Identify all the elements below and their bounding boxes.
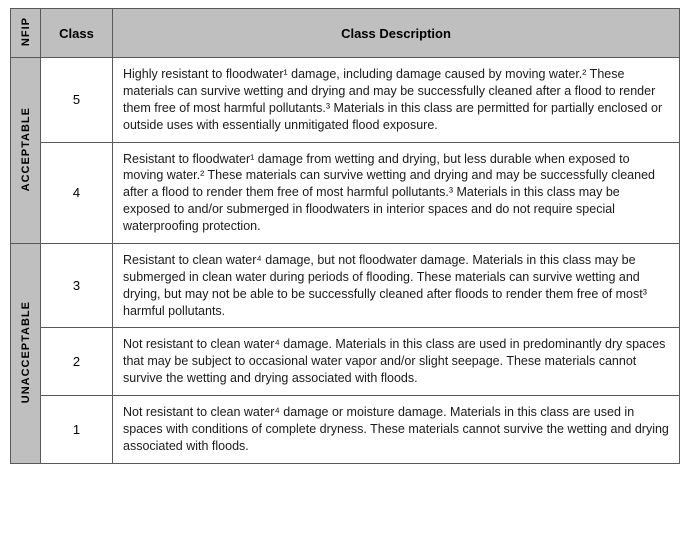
table-row: 1 Not resistant to clean water⁴ damage o… [11,396,680,464]
table-row: 2 Not resistant to clean water⁴ damage. … [11,328,680,396]
header-row: NFIP Class Class Description [11,9,680,58]
class-description: Resistant to clean water⁴ damage, but no… [113,243,680,328]
class-number: 3 [41,243,113,328]
group-acceptable: ACCEPTABLE [11,58,41,244]
class-number: 4 [41,142,113,243]
header-description: Class Description [113,9,680,58]
table-row: 4 Resistant to floodwater¹ damage from w… [11,142,680,243]
header-class: Class [41,9,113,58]
table-row: ACCEPTABLE 5 Highly resistant to floodwa… [11,58,680,143]
group-label: ACCEPTABLE [20,107,32,191]
group-unacceptable: UNACCEPTABLE [11,243,41,463]
class-number: 2 [41,328,113,396]
class-description: Not resistant to clean water⁴ damage. Ma… [113,328,680,396]
class-description: Not resistant to clean water⁴ damage or … [113,396,680,464]
class-number: 1 [41,396,113,464]
header-nfip: NFIP [11,9,41,58]
class-number: 5 [41,58,113,143]
class-table: NFIP Class Class Description ACCEPTABLE … [10,8,680,464]
class-description: Resistant to floodwater¹ damage from wet… [113,142,680,243]
table-row: UNACCEPTABLE 3 Resistant to clean water⁴… [11,243,680,328]
header-nfip-label: NFIP [20,17,32,46]
group-label: UNACCEPTABLE [20,301,32,403]
class-description: Highly resistant to floodwater¹ damage, … [113,58,680,143]
